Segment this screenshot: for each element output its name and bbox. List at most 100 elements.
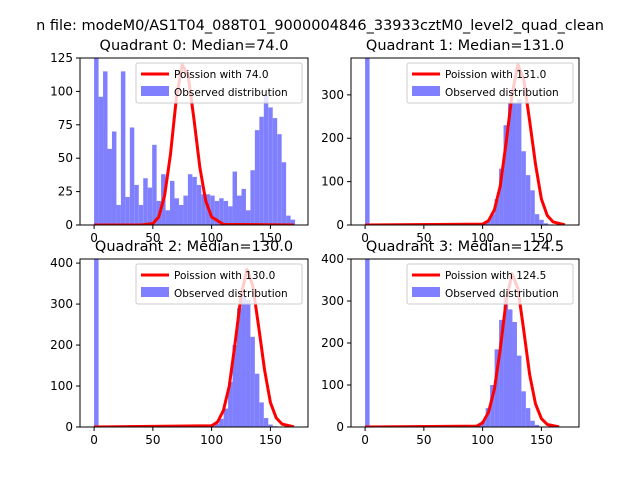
histogram-bars	[365, 259, 544, 427]
histogram-bar	[525, 175, 531, 225]
histogram-bar	[250, 336, 255, 427]
histogram-bar	[499, 319, 504, 427]
histogram-bar	[228, 206, 233, 225]
x-tick-label: 0	[361, 231, 369, 245]
legend-hist-label: Observed distribution	[174, 87, 288, 99]
subplots-grid: 0 50 100 150 0 25 50 75 100 125 Quadrant 0: Median…	[50, 38, 580, 447]
y-tick-label: 200	[321, 336, 344, 350]
figure-suptitle: n file: modeM0/AS1T04_088T01_9000004846_…	[36, 18, 604, 34]
histogram-bar	[232, 345, 238, 427]
histogram-bar	[94, 58, 99, 225]
histogram-bar	[525, 408, 531, 427]
legend-box	[406, 263, 574, 305]
histogram-bar	[508, 103, 513, 225]
y-tick-label: 50	[58, 151, 73, 165]
histogram-bar	[543, 223, 549, 225]
histogram-bar	[120, 71, 126, 225]
histogram-bar	[503, 125, 509, 225]
y-tick-label: 100	[321, 175, 344, 189]
legend-box	[135, 263, 303, 305]
histogram-bar	[201, 194, 206, 225]
histogram-bar	[111, 131, 117, 225]
histogram-bar	[183, 195, 188, 225]
histogram-bar	[263, 95, 269, 225]
subplot-quadrant-3: 0 50 100 150 0 100 200 300 400 Quadrant 3: Median…	[321, 239, 580, 447]
histogram-bar	[503, 294, 509, 427]
histogram-bar	[485, 408, 491, 427]
histogram-bar	[512, 103, 517, 225]
histogram-bar	[281, 162, 287, 225]
legend-fit-label: Poission with 74.0	[174, 69, 269, 81]
histogram-bar	[223, 408, 229, 427]
histogram-bar	[134, 184, 139, 225]
histogram-bar	[107, 148, 112, 225]
histogram-bar	[237, 308, 242, 427]
histogram-bar	[192, 176, 197, 225]
x-tick-label: 100	[471, 433, 494, 447]
histogram-bar	[245, 210, 251, 225]
y-tick-label: 100	[50, 84, 73, 98]
axes-frame	[350, 57, 580, 226]
histogram-bar	[228, 381, 233, 427]
histogram-bar	[94, 259, 99, 427]
histogram-bar	[196, 184, 202, 225]
histogram-bar	[290, 219, 296, 225]
x-tick-label: 50	[416, 231, 431, 245]
histogram-bar	[223, 200, 229, 225]
y-tick-label: 300	[321, 294, 344, 308]
x-tick-label: 0	[90, 433, 98, 447]
histogram-bar	[508, 309, 513, 427]
y-tick-label: 0	[65, 218, 73, 232]
x-tick-label: 50	[145, 231, 160, 245]
histogram-bar	[129, 127, 135, 225]
histogram-bar	[365, 259, 370, 427]
histogram-bar	[125, 196, 130, 225]
histogram-bar	[530, 190, 535, 225]
x-tick-label: 150	[259, 433, 282, 447]
y-tick-label: 0	[336, 218, 344, 232]
x-tick-label: 0	[90, 231, 98, 245]
y-tick-label: 200	[321, 131, 344, 145]
histogram-bar	[530, 420, 535, 427]
histogram-bar	[214, 200, 220, 225]
histogram-bar	[494, 198, 500, 225]
histogram-bar	[268, 424, 273, 427]
histogram-bar	[170, 180, 175, 225]
legend: Poission with 131.0 Observed distribution	[406, 62, 574, 104]
histogram-bar	[521, 151, 526, 225]
histogram-bar	[516, 99, 522, 225]
histogram-bar	[277, 134, 282, 225]
subplot-quadrant-0: 0 50 100 150 0 25 50 75 100 125 Quadrant 0: Median…	[50, 38, 309, 245]
legend-hist-label: Observed distribution	[445, 288, 559, 300]
subplot-title: Quadrant 3: Median=124.5	[366, 239, 564, 255]
x-tick-label: 50	[145, 433, 160, 447]
histogram-bar	[268, 107, 273, 225]
y-tick-label: 400	[321, 252, 344, 266]
histogram-bar	[521, 391, 526, 427]
histogram-bar	[219, 198, 224, 225]
y-tick-label: 0	[65, 420, 73, 434]
histogram-bar	[232, 171, 238, 225]
histogram-bar	[152, 144, 157, 225]
legend-hist-swatch	[412, 86, 440, 96]
legend: Poission with 74.0 Observed distribution	[135, 62, 303, 104]
histogram-bar	[214, 423, 220, 427]
y-tick-label: 300	[321, 88, 344, 102]
histogram-bar	[272, 118, 278, 225]
x-tick-label: 50	[416, 433, 431, 447]
histogram-bar	[534, 214, 540, 225]
histogram-bar	[237, 195, 242, 225]
histogram-bar	[534, 424, 540, 427]
histogram-bar	[245, 299, 251, 427]
legend-box	[406, 62, 574, 104]
histogram-bar	[490, 214, 495, 225]
subplot-title: Quadrant 0: Median=74.0	[100, 38, 289, 54]
x-tick-label: 100	[471, 231, 494, 245]
x-tick-label: 150	[530, 231, 553, 245]
legend-hist-swatch	[412, 287, 440, 297]
histogram-bar	[219, 418, 224, 427]
subplot-title: Quadrant 1: Median=131.0	[366, 38, 564, 54]
histogram-bar	[174, 198, 179, 225]
x-tick-label: 0	[361, 433, 369, 447]
histogram-bar	[147, 187, 153, 225]
